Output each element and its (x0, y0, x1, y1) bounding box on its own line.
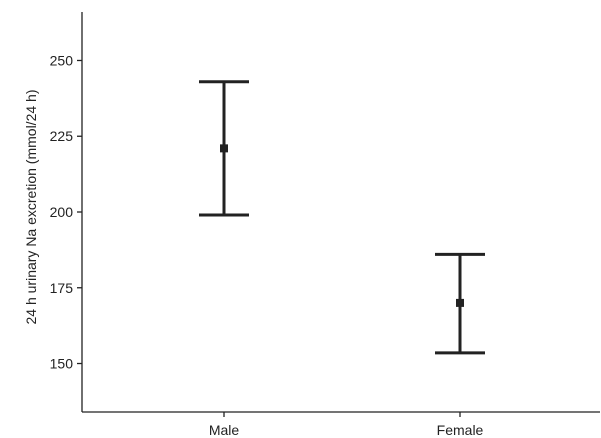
mean-marker (456, 298, 464, 307)
y-tick-label: 175 (50, 280, 74, 296)
y-axis: 150 175 200 225 250 (50, 12, 83, 412)
error-bar-female (435, 252, 485, 355)
y-tick-label: 225 (50, 128, 74, 144)
x-tick-label: Female (437, 422, 484, 438)
x-tick-label: Male (209, 422, 240, 438)
y-tick-label: 150 (50, 356, 74, 372)
error-bar-male (199, 80, 249, 217)
y-axis-title: 24 h urinary Na excretion (mmol/24 h) (23, 90, 39, 325)
y-tick-label: 200 (50, 204, 74, 220)
x-axis: Male Female (82, 411, 600, 438)
y-tick-label: 250 (50, 52, 74, 68)
mean-marker (220, 144, 228, 153)
plot-area (199, 80, 485, 355)
